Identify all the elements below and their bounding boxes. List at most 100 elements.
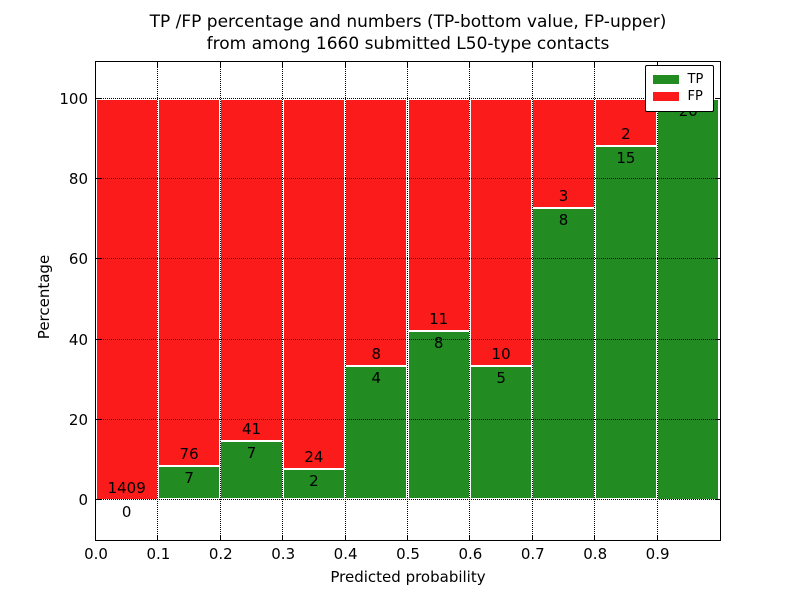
y-tick-mark [714,499,720,500]
legend-item-label: TP [687,71,704,87]
gridline-vertical [282,61,284,540]
y-tick-mark [714,338,720,340]
tp-bar-segment [594,145,658,500]
fp-count-label: 76 [179,444,199,463]
x-tick-mark [407,61,408,67]
legend: TP FP [644,64,714,112]
x-tick-mark [469,61,471,67]
tp-bar-segment [282,468,346,500]
y-tick-mark [95,258,101,260]
tp-count-label: 2 [309,471,319,490]
x-tick-mark [219,534,221,540]
y-axis-label: Percentage [35,254,53,340]
y-tick-mark [95,338,101,340]
tp-count-label: 8 [433,333,444,352]
x-tick-mark [157,61,159,67]
tp-swatch-icon [652,75,679,84]
tp-bar-segment [532,207,595,500]
x-tick-mark [594,61,596,67]
gridline-vertical [219,61,221,540]
tp-count-label: 7 [184,468,194,487]
y-tick-label: 80 [68,170,88,189]
x-tick-label: 0.4 [333,545,358,563]
x-tick-mark [282,61,284,67]
x-tick-label: 0.6 [458,545,483,563]
gridline-vertical [344,61,346,540]
y-tick-mark [95,499,101,500]
gridline-vertical [407,61,408,540]
x-tick-label: 0.9 [645,545,670,563]
tp-bar-segment [469,365,533,500]
tp-count-label: 5 [496,368,506,387]
x-tick-mark [531,61,533,67]
fp-bar-segment [95,98,158,500]
gridline-vertical [594,61,596,540]
y-tick-mark [714,258,720,260]
gridline-vertical [656,61,658,540]
x-tick-label: 0.7 [520,545,545,563]
fp-count-label: 3 [558,186,569,205]
legend-item-label: FP [687,88,703,104]
x-axis-label: Predicted probability [330,568,486,586]
x-tick-mark [656,534,658,540]
gridline-vertical [531,61,533,540]
fp-bar-segment [157,98,221,466]
y-tick-label: 60 [68,250,88,269]
fp-bar-segment [532,98,595,208]
x-tick-mark [469,534,471,540]
fp-bar-segment [469,98,533,366]
x-tick-label: 0.8 [583,545,608,563]
y-tick-label: 100 [59,90,88,108]
fp-swatch-icon [652,92,679,101]
tp-bar-segment [157,465,221,500]
fp-bar-segment [220,98,283,442]
x-tick-mark [95,61,96,67]
fp-bar-segment [407,98,470,331]
legend-item-fp: FP [652,88,706,105]
tp-count-label: 0 [121,502,132,521]
x-tick-mark [157,534,159,540]
x-tick-mark [656,61,658,67]
legend-item-tp: TP [652,71,706,88]
chart-title: TP /FP percentage and numbers (TP-bottom… [96,11,720,55]
chart-title-line1: TP /FP percentage and numbers (TP-bottom… [149,12,667,32]
x-tick-label: 0.5 [396,545,420,563]
x-tick-mark [407,534,408,540]
gridline-vertical [157,61,159,540]
tp-count-label: 7 [246,444,257,463]
tp-bar-segment [220,441,283,500]
fp-bar-segment [345,98,408,366]
tp-bar-segment [657,98,720,500]
tp-count-label: 4 [371,368,382,387]
x-tick-mark [95,534,96,540]
fp-count-label: 8 [371,344,382,363]
tp-count-label: 15 [616,148,636,167]
y-tick-mark [714,178,720,180]
tp-bar-segment [345,365,408,500]
x-tick-mark [344,534,346,540]
fp-count-label: 41 [241,420,262,439]
x-tick-label: 0.0 [84,545,108,563]
x-tick-label: 0.1 [146,545,171,563]
tp-bar-segment [407,330,470,500]
fp-count-label: 24 [304,447,324,466]
y-tick-mark [714,418,720,420]
y-tick-mark [714,98,720,99]
y-tick-label: 0 [78,491,88,509]
x-tick-label: 0.2 [208,545,233,563]
x-tick-mark [344,61,346,67]
y-tick-label: 20 [68,410,88,429]
x-tick-mark [219,61,221,67]
y-tick-mark [95,98,101,99]
y-tick-mark [95,418,101,420]
fp-count-label: 10 [491,344,511,363]
fp-count-label: 1409 [107,478,146,497]
y-tick-label: 40 [68,330,88,349]
y-tick-mark [95,178,101,180]
fp-bar-segment [282,98,346,469]
x-tick-label: 0.3 [271,545,296,563]
fp-count-label: 11 [429,309,449,328]
tp-count-label: 8 [558,210,569,229]
